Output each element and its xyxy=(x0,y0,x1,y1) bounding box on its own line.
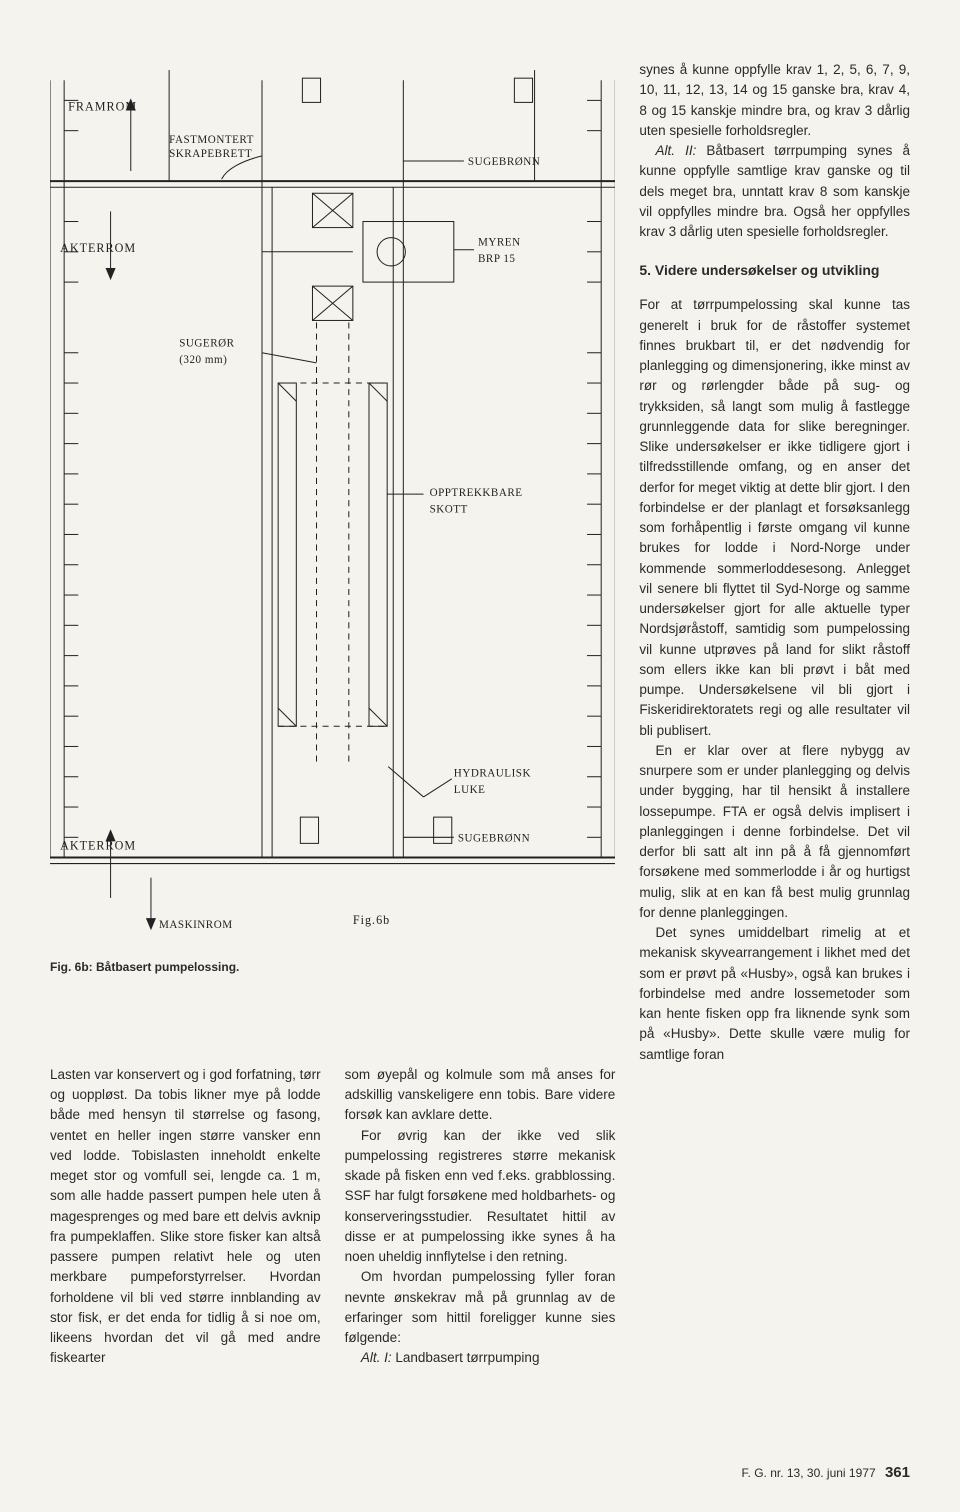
section-5-heading: 5. Videre undersøkelser og utvikling xyxy=(639,260,910,281)
label-sugeror-dim: (320 mm) xyxy=(179,354,227,366)
page-number: 361 xyxy=(885,1464,910,1481)
lower-left-p1: Lasten var konservert og i god forfatnin… xyxy=(50,1065,321,1369)
label-hydraulisk: HYDRAULISK xyxy=(454,768,531,780)
lower-mid-p4-body: Landbasert tørrpumping xyxy=(395,1350,539,1365)
label-framrom: FRAMROM xyxy=(68,99,137,113)
footer-text: F. G. nr. 13, 30. juni 1977 xyxy=(742,1466,876,1480)
right-b-p1: For at tørrpumpelossing skal kunne tas g… xyxy=(639,295,910,741)
label-fastmontert: FASTMONTERT xyxy=(169,134,254,146)
arrow-maskinrom xyxy=(146,878,156,930)
lower-mid-p3: Om hvordan pumpelossing fyller foran nev… xyxy=(345,1267,616,1348)
right-p1: synes å kunne oppfylle krav 1, 2, 5, 6, … xyxy=(639,60,910,141)
alt2-label: Alt. II: xyxy=(656,143,697,158)
label-skott: SKOTT xyxy=(430,503,468,515)
label-brp: BRP 15 xyxy=(478,253,515,265)
label-myren: MYREN xyxy=(478,237,521,249)
label-maskinrom: MASKINROM xyxy=(159,919,233,931)
lower-mid-column: som øyepål og kolmule som må anses for a… xyxy=(345,1065,616,1369)
label-sugeror: SUGERØR xyxy=(179,338,234,350)
page-footer: F. G. nr. 13, 30. juni 1977 361 xyxy=(742,1462,910,1485)
lower-mid-p1: som øyepål og kolmule som må anses for a… xyxy=(345,1065,616,1126)
lower-mid-p2: For øvrig kan der ikke ved slik pumpelos… xyxy=(345,1126,616,1268)
right-column: synes å kunne oppfylle krav 1, 2, 5, 6, … xyxy=(639,60,910,1065)
right-p2: Alt. II: Båtbasert tørrpumping synes å k… xyxy=(639,141,910,242)
label-fig-inline: Fig.6b xyxy=(353,913,390,927)
label-akterrom-top: AKTERROM xyxy=(60,241,136,255)
figure-6b: FRAMROM FASTMONTERT SKRAPEBRETT SUGEBRØN… xyxy=(50,60,615,1065)
label-sugebronn-bot: SUGEBRØNN xyxy=(458,832,530,844)
label-luke: LUKE xyxy=(454,784,486,796)
alt1-label: Alt. I: xyxy=(361,1350,392,1365)
label-skrapebrett: SKRAPEBRETT xyxy=(169,148,252,160)
lower-left-column: Lasten var konservert og i god forfatnin… xyxy=(50,1065,321,1369)
label-akterrom-bot: AKTERROM xyxy=(60,838,136,852)
label-sugebronn-top: SUGEBRØNN xyxy=(468,156,540,168)
right-b-p2: En er klar over at flere nybygg av snurp… xyxy=(639,741,910,923)
figure-caption: Fig. 6b: Båtbasert pumpelossing. xyxy=(50,958,615,976)
lower-mid-p4: Alt. I: Landbasert tørrpumping xyxy=(345,1348,616,1368)
label-opptrekkbare: OPPTREKKBARE xyxy=(430,487,523,499)
right-b-p3: Det synes umiddelbart rimelig at et meka… xyxy=(639,923,910,1065)
